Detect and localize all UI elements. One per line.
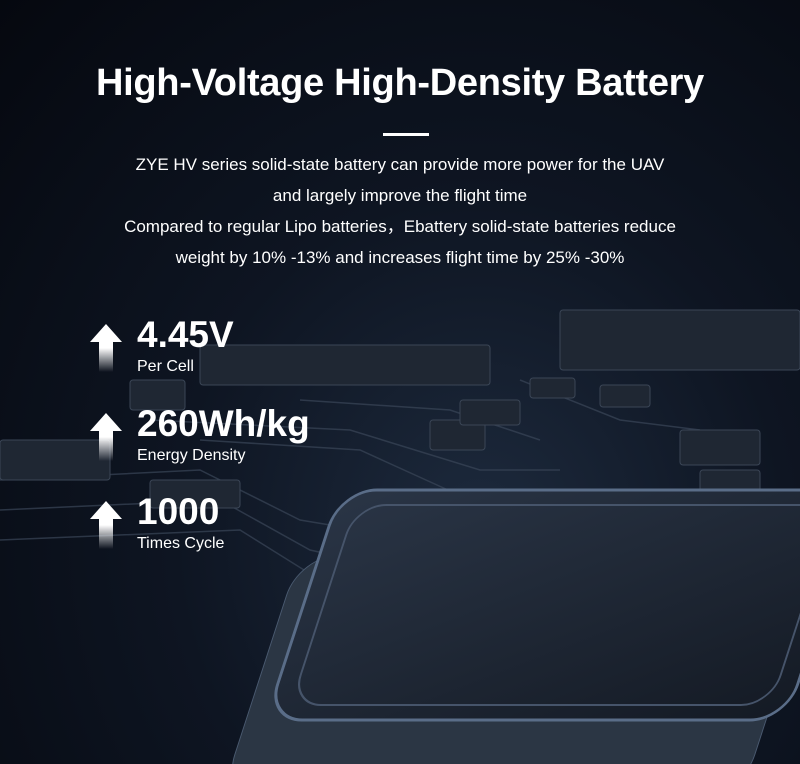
arrow-up-icon [90,324,122,372]
stat-value: 1000 [137,491,220,532]
stat-value: 4.45V [137,314,234,355]
description-line: weight by 10% -13% and increases flight … [175,248,625,267]
description: ZYE HV series solid-state battery can pr… [0,149,800,273]
stat-label: Energy Density [137,447,246,464]
arrow-up-icon [90,413,122,461]
stat-value: 260Wh/kg [137,403,310,444]
arrow-up-icon [90,501,122,549]
page-title: High-Voltage High-Density Battery [95,62,704,104]
stat-label: Per Cell [137,358,194,375]
title-divider [383,133,429,136]
description-line: Compared to regular Lipo batteries，Ebatt… [124,217,676,236]
stat-label: Times Cycle [137,535,225,552]
description-line: ZYE HV series solid-state battery can pr… [135,155,665,174]
description-line: and largely improve the flight time [272,186,528,205]
